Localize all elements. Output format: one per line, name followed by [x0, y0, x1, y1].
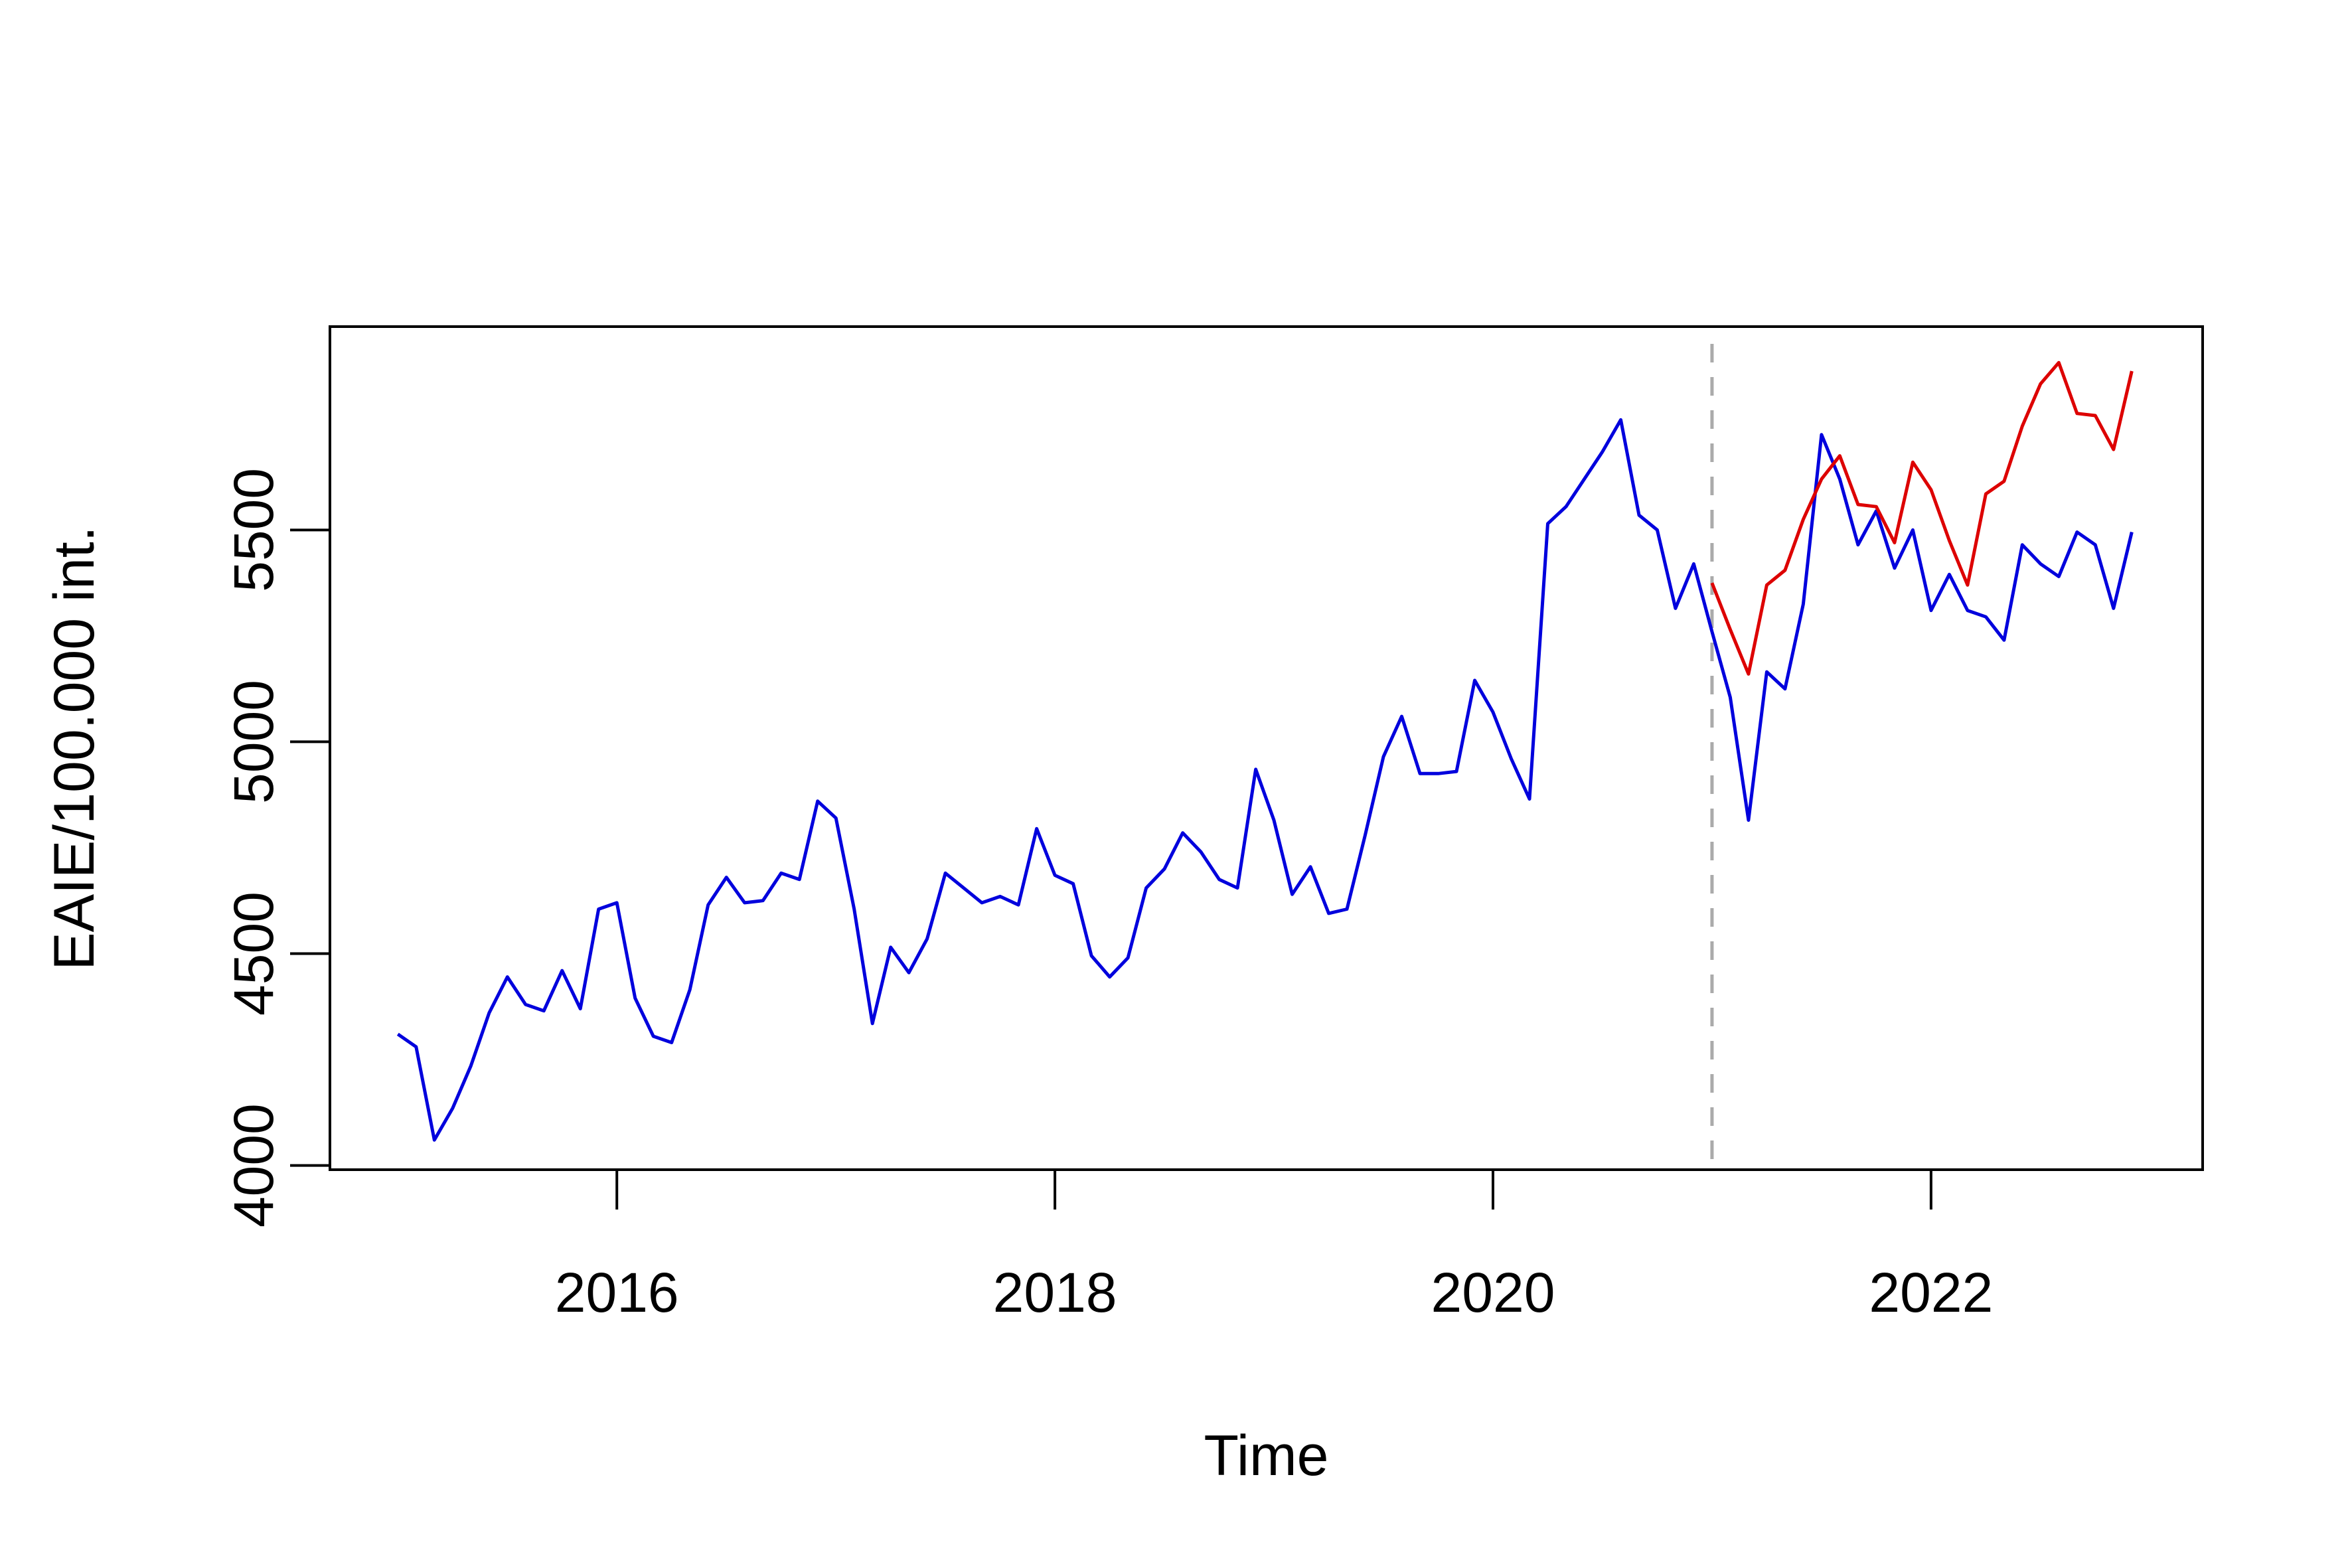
series-lines: [396, 360, 2134, 1142]
x-tick-label: 2022: [1869, 1261, 1993, 1324]
y-tick-label: 5500: [222, 468, 285, 592]
y-tick-label: 4000: [222, 1103, 285, 1227]
series-line-2: [1710, 360, 2134, 676]
y-axis-title: EAIE/100.000 int.: [42, 526, 106, 970]
x-tick-label: 2016: [555, 1261, 679, 1324]
x-tick-label: 2018: [993, 1261, 1117, 1324]
y-axis: 4000 4500 5000 5500: [222, 468, 331, 1227]
x-axis-title: Time: [1204, 1424, 1329, 1488]
x-axis: 2016 2018 2020 2022: [555, 1168, 1993, 1324]
y-tick-label: 5000: [222, 680, 285, 804]
y-tick-label: 4500: [222, 892, 285, 1016]
x-tick-label: 2020: [1431, 1261, 1555, 1324]
plot-frame: [329, 325, 2204, 1171]
plot-area: [396, 344, 2134, 1170]
series-line-1: [396, 418, 2134, 1142]
